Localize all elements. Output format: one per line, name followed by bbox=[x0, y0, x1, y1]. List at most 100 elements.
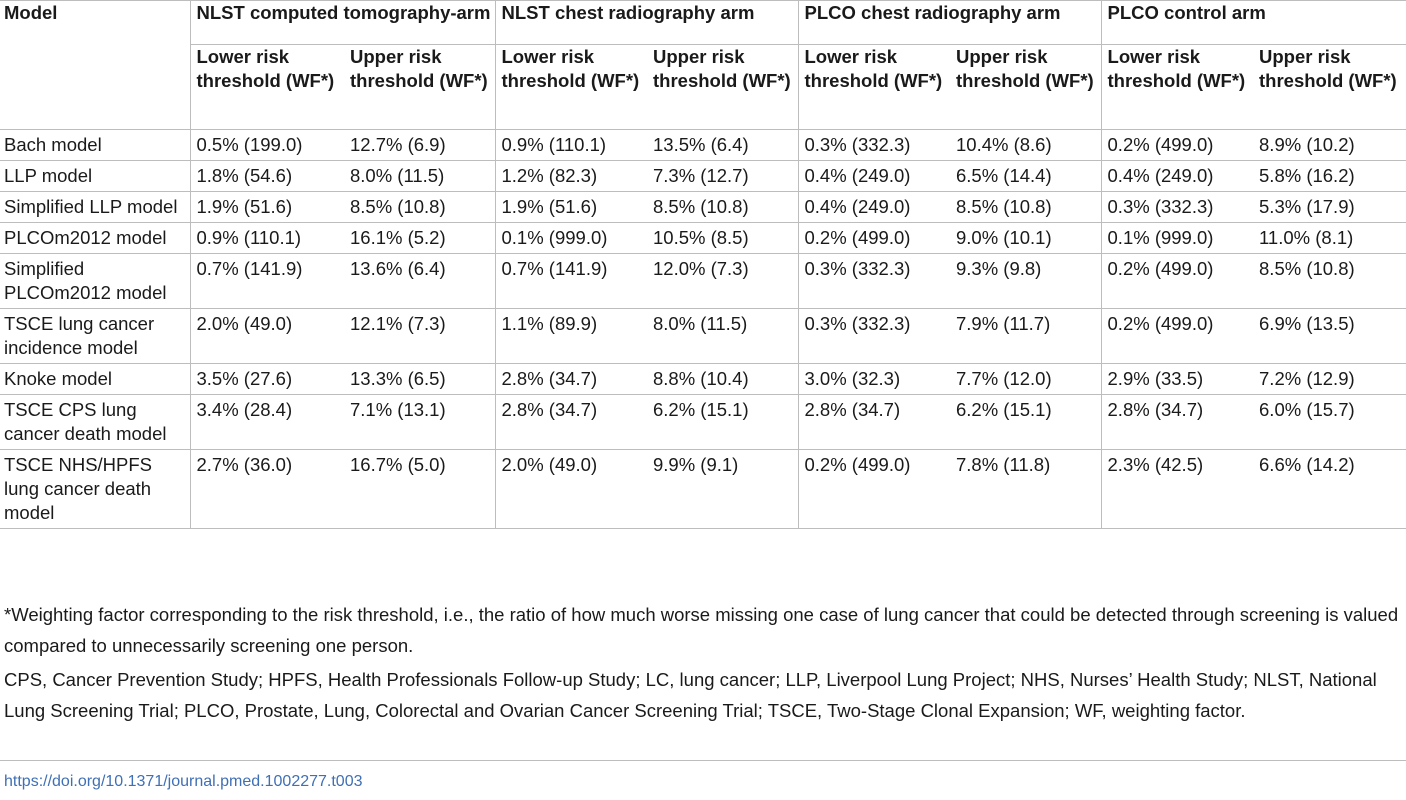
upper-threshold-cell: 7.2% (12.9) bbox=[1253, 363, 1406, 395]
lower-threshold-cell: 0.2% (499.0) bbox=[797, 449, 950, 529]
table-row: TSCE CPS lung cancer death model 3.4% (28… bbox=[0, 394, 1406, 450]
lower-threshold-cell: 0.2% (499.0) bbox=[1100, 129, 1254, 161]
lower-threshold-cell: 2.8% (34.7) bbox=[494, 363, 647, 395]
lower-threshold-cell: 2.8% (34.7) bbox=[494, 394, 647, 450]
model-name-cell: Simplified PLCOm2012 model bbox=[0, 253, 190, 309]
upper-threshold-cell: 12.7% (6.9) bbox=[344, 129, 495, 161]
lower-threshold-cell: 0.1% (999.0) bbox=[494, 222, 647, 254]
lower-threshold-cell: 3.4% (28.4) bbox=[189, 394, 344, 450]
lower-threshold-header: Lower risk threshold (WF*) bbox=[797, 44, 950, 130]
upper-threshold-cell: 11.0% (8.1) bbox=[1253, 222, 1406, 254]
upper-threshold-cell: 9.0% (10.1) bbox=[950, 222, 1102, 254]
lower-threshold-cell: 0.2% (499.0) bbox=[797, 222, 950, 254]
upper-threshold-cell: 5.3% (17.9) bbox=[1253, 191, 1406, 223]
lower-threshold-cell: 0.4% (249.0) bbox=[1100, 160, 1254, 192]
table-row: TSCE NHS/HPFS lung cancer death model 2.7… bbox=[0, 449, 1406, 529]
upper-threshold-cell: 7.9% (11.7) bbox=[950, 308, 1102, 364]
lower-threshold-header: Lower risk threshold (WF*) bbox=[1100, 44, 1254, 130]
upper-threshold-cell: 6.6% (14.2) bbox=[1253, 449, 1406, 529]
lower-threshold-cell: 0.7% (141.9) bbox=[494, 253, 647, 309]
lower-threshold-cell: 2.3% (42.5) bbox=[1100, 449, 1254, 529]
upper-threshold-header: Upper risk threshold (WF*) bbox=[950, 44, 1102, 130]
lower-threshold-cell: 0.5% (199.0) bbox=[189, 129, 344, 161]
upper-threshold-cell: 7.1% (13.1) bbox=[344, 394, 495, 450]
table-row: PLCOm2012 model 0.9% (110.1) 16.1% (5.2) 0.… bbox=[0, 222, 1406, 254]
model-name-cell: TSCE lung cancer incidence model bbox=[0, 308, 190, 364]
model-name-cell: TSCE NHS/HPFS lung cancer death model bbox=[0, 449, 190, 529]
upper-threshold-cell: 10.4% (8.6) bbox=[950, 129, 1102, 161]
lower-threshold-cell: 2.0% (49.0) bbox=[189, 308, 344, 364]
upper-threshold-cell: 10.5% (8.5) bbox=[647, 222, 798, 254]
model-name-cell: TSCE CPS lung cancer death model bbox=[0, 394, 190, 450]
table-row: Bach model 0.5% (199.0) 12.7% (6.9) 0.9% (1… bbox=[0, 129, 1406, 161]
lower-threshold-cell: 0.1% (999.0) bbox=[1100, 222, 1254, 254]
upper-threshold-cell: 13.5% (6.4) bbox=[647, 129, 798, 161]
group-header-plco-control: PLCO control arm bbox=[1100, 0, 1406, 45]
upper-threshold-cell: 16.1% (5.2) bbox=[344, 222, 495, 254]
upper-threshold-cell: 8.0% (11.5) bbox=[647, 308, 798, 364]
upper-threshold-cell: 8.5% (10.8) bbox=[344, 191, 495, 223]
upper-threshold-cell: 7.8% (11.8) bbox=[950, 449, 1102, 529]
subheader-row: Lower risk threshold (WF*) Upper risk th… bbox=[0, 44, 1406, 130]
footnote-weighting-factor: *Weighting factor corresponding to the r… bbox=[4, 604, 1399, 656]
lower-threshold-cell: 3.5% (27.6) bbox=[189, 363, 344, 395]
upper-threshold-header: Upper risk threshold (WF*) bbox=[344, 44, 495, 130]
lower-threshold-cell: 1.2% (82.3) bbox=[494, 160, 647, 192]
upper-threshold-cell: 9.3% (9.8) bbox=[950, 253, 1102, 309]
divider bbox=[0, 760, 1406, 761]
lower-threshold-cell: 0.2% (499.0) bbox=[1100, 308, 1254, 364]
footnotes: *Weighting factor corresponding to the r… bbox=[4, 599, 1402, 729]
upper-threshold-cell: 8.5% (10.8) bbox=[950, 191, 1102, 223]
lower-threshold-cell: 0.3% (332.3) bbox=[1100, 191, 1254, 223]
lower-threshold-cell: 2.0% (49.0) bbox=[494, 449, 647, 529]
lower-threshold-header: Lower risk threshold (WF*) bbox=[494, 44, 647, 130]
table-body: Bach model 0.5% (199.0) 12.7% (6.9) 0.9% (1… bbox=[0, 129, 1406, 529]
upper-threshold-cell: 8.0% (11.5) bbox=[344, 160, 495, 192]
upper-threshold-cell: 13.3% (6.5) bbox=[344, 363, 495, 395]
lower-threshold-header: Lower risk threshold (WF*) bbox=[189, 44, 344, 130]
upper-threshold-cell: 13.6% (6.4) bbox=[344, 253, 495, 309]
upper-threshold-cell: 8.5% (10.8) bbox=[647, 191, 798, 223]
upper-threshold-cell: 12.0% (7.3) bbox=[647, 253, 798, 309]
lower-threshold-cell: 0.4% (249.0) bbox=[797, 160, 950, 192]
upper-threshold-cell: 7.3% (12.7) bbox=[647, 160, 798, 192]
upper-threshold-cell: 16.7% (5.0) bbox=[344, 449, 495, 529]
table-row: TSCE lung cancer incidence model 2.0% (49… bbox=[0, 308, 1406, 364]
table-row: Simplified PLCOm2012 model 0.7% (141.9) 13… bbox=[0, 253, 1406, 309]
table-row: LLP model 1.8% (54.6) 8.0% (11.5) 1.2% (82.… bbox=[0, 160, 1406, 192]
results-table: Model NLST computed tomography-arm NLST … bbox=[0, 0, 1406, 529]
table-row: Simplified LLP model 1.9% (51.6) 8.5% (10.… bbox=[0, 191, 1406, 223]
lower-threshold-cell: 2.8% (34.7) bbox=[797, 394, 950, 450]
upper-threshold-cell: 7.7% (12.0) bbox=[950, 363, 1102, 395]
model-column-header: Model bbox=[0, 0, 190, 130]
lower-threshold-cell: 3.0% (32.3) bbox=[797, 363, 950, 395]
upper-threshold-cell: 9.9% (9.1) bbox=[647, 449, 798, 529]
group-header-nlst-ct: NLST computed tomography-arm bbox=[189, 0, 495, 45]
upper-threshold-cell: 8.8% (10.4) bbox=[647, 363, 798, 395]
upper-threshold-cell: 6.5% (14.4) bbox=[950, 160, 1102, 192]
upper-threshold-header: Upper risk threshold (WF*) bbox=[647, 44, 798, 130]
upper-threshold-cell: 5.8% (16.2) bbox=[1253, 160, 1406, 192]
upper-threshold-header: Upper risk threshold (WF*) bbox=[1253, 44, 1406, 130]
lower-threshold-cell: 2.7% (36.0) bbox=[189, 449, 344, 529]
lower-threshold-cell: 1.9% (51.6) bbox=[189, 191, 344, 223]
doi-link[interactable]: https://doi.org/10.1371/journal.pmed.100… bbox=[4, 773, 363, 790]
upper-threshold-cell: 8.5% (10.8) bbox=[1253, 253, 1406, 309]
lower-threshold-cell: 0.7% (141.9) bbox=[189, 253, 344, 309]
lower-threshold-cell: 1.9% (51.6) bbox=[494, 191, 647, 223]
model-name-cell: Simplified LLP model bbox=[0, 191, 190, 223]
model-name-cell: LLP model bbox=[0, 160, 190, 192]
lower-threshold-cell: 0.3% (332.3) bbox=[797, 129, 950, 161]
lower-threshold-cell: 0.9% (110.1) bbox=[494, 129, 647, 161]
upper-threshold-cell: 12.1% (7.3) bbox=[344, 308, 495, 364]
model-name-cell: PLCOm2012 model bbox=[0, 222, 190, 254]
group-header-plco-cxr: PLCO chest radiography arm bbox=[797, 0, 1102, 45]
lower-threshold-cell: 0.9% (110.1) bbox=[189, 222, 344, 254]
upper-threshold-cell: 8.9% (10.2) bbox=[1253, 129, 1406, 161]
lower-threshold-cell: 0.4% (249.0) bbox=[797, 191, 950, 223]
lower-threshold-cell: 2.8% (34.7) bbox=[1100, 394, 1254, 450]
lower-threshold-cell: 0.2% (499.0) bbox=[1100, 253, 1254, 309]
lower-threshold-cell: 0.3% (332.3) bbox=[797, 308, 950, 364]
footnote-abbreviations: CPS, Cancer Prevention Study; HPFS, Heal… bbox=[4, 669, 1377, 721]
